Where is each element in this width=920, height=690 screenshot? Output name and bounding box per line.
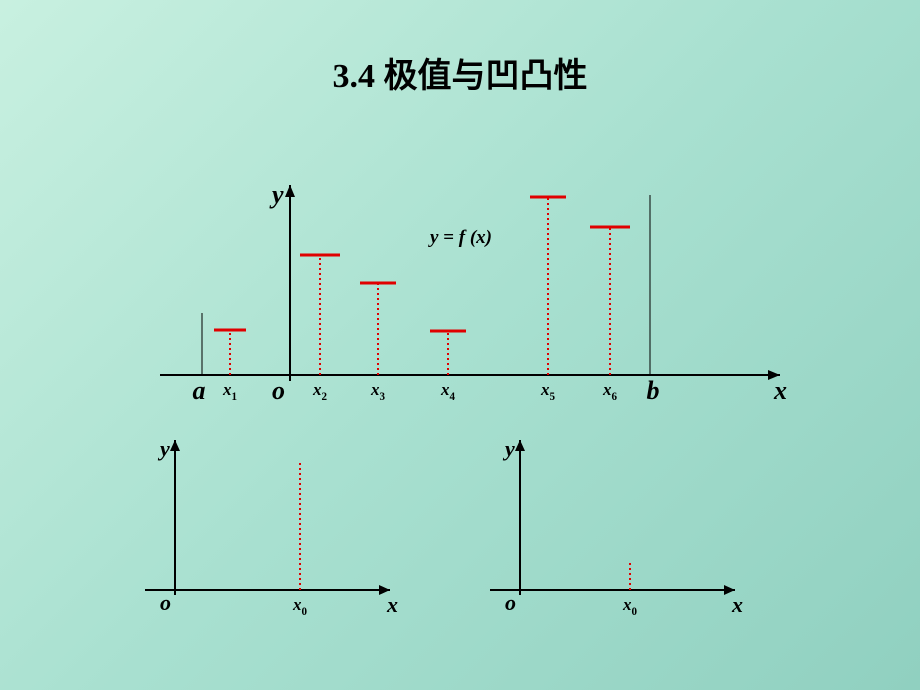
x0-label: x0: [622, 595, 638, 618]
a-label: a: [193, 376, 206, 405]
origin-label: o: [160, 590, 171, 615]
x-point-label: x2: [312, 380, 328, 403]
function-label: y = f (x): [428, 227, 492, 248]
x-point-label: x4: [440, 380, 456, 403]
y-axis-label: y: [502, 436, 515, 461]
page-title: 3.4 极值与凹凸性: [0, 48, 920, 97]
x-axis-label: x: [386, 592, 398, 617]
x-point-label: x6: [602, 380, 618, 403]
x0-label: x0: [292, 595, 308, 618]
x-point-label: x5: [540, 380, 556, 403]
main-diagram: x1x2x3x4x5x6yxoaby = f (x): [160, 185, 780, 405]
origin-label: o: [272, 376, 285, 405]
small-diagram-right: yxox0: [490, 440, 760, 620]
y-axis-label: y: [269, 180, 284, 209]
x-axis-label: x: [773, 376, 787, 405]
x-axis-label: x: [731, 592, 743, 617]
origin-label: o: [505, 590, 516, 615]
x-point-label: x1: [222, 380, 237, 403]
small-diagram-left: yxox0: [145, 440, 415, 620]
x-point-label: x3: [370, 380, 386, 403]
b-label: b: [647, 376, 660, 405]
y-axis-label: y: [157, 436, 170, 461]
